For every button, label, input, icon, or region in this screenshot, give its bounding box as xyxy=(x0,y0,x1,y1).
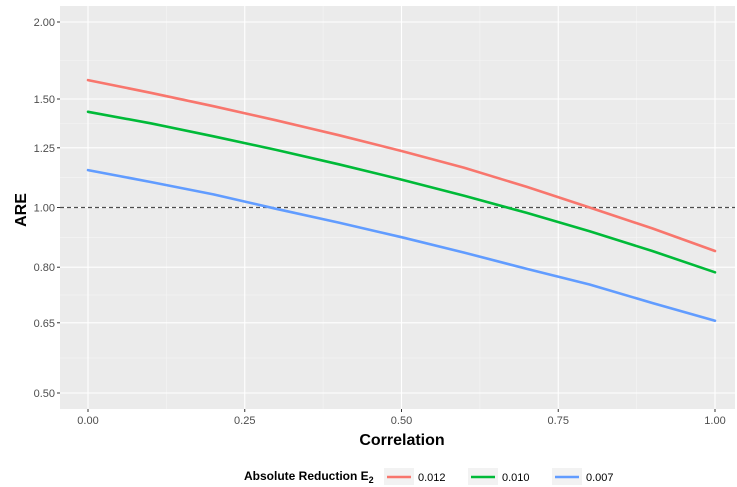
legend-label-0.007: 0.007 xyxy=(586,472,614,484)
x-axis-title: Correlation xyxy=(359,432,444,449)
y-tick-label: 0.80 xyxy=(34,262,55,274)
x-tick-label: 0.50 xyxy=(391,415,412,427)
series-line-0.012 xyxy=(86,78,717,253)
y-axis-ticks: 0.50 0.65 0.80 1.00 1.25 1.50 2.00 xyxy=(34,17,60,400)
legend-label-0.010: 0.010 xyxy=(502,472,530,484)
legend-items: 0.012 0.010 0.007 xyxy=(384,468,614,485)
y-tick-label: 0.65 xyxy=(34,318,55,330)
y-tick-label: 2.00 xyxy=(34,17,55,29)
series-line-0.007 xyxy=(86,168,717,323)
x-tick-label: 0.00 xyxy=(77,415,98,427)
y-axis-title: ARE xyxy=(13,193,30,227)
y-tick-label: 0.50 xyxy=(34,388,55,400)
series-lines xyxy=(86,78,717,323)
series-line-0.010 xyxy=(86,110,717,274)
legend: Absolute Reduction E2 0.012 0.010 0.007 xyxy=(244,468,614,485)
legend-title: Absolute Reduction E2 xyxy=(244,469,374,485)
y-tick-label: 1.25 xyxy=(34,143,55,155)
y-tick-label: 1.00 xyxy=(34,203,55,215)
legend-label-0.012: 0.012 xyxy=(418,472,446,484)
x-axis-ticks: 0.00 0.25 0.50 0.75 1.00 xyxy=(77,409,726,427)
x-tick-label: 0.25 xyxy=(234,415,255,427)
x-tick-label: 0.75 xyxy=(548,415,569,427)
x-tick-label: 1.00 xyxy=(704,415,725,427)
y-tick-label: 1.50 xyxy=(34,94,55,106)
legend-title-subscript: 2 xyxy=(369,475,374,485)
